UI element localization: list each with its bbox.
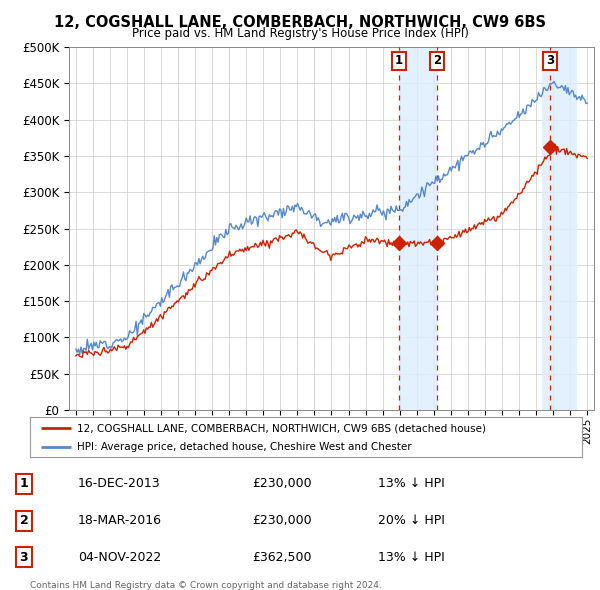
Text: 3: 3 <box>20 551 28 564</box>
Text: 16-DEC-2013: 16-DEC-2013 <box>78 477 161 490</box>
Text: 2: 2 <box>433 54 442 67</box>
Bar <box>399 47 437 410</box>
Text: 1: 1 <box>20 477 28 490</box>
Text: Price paid vs. HM Land Registry's House Price Index (HPI): Price paid vs. HM Land Registry's House … <box>131 27 469 40</box>
Text: Contains HM Land Registry data © Crown copyright and database right 2024.
This d: Contains HM Land Registry data © Crown c… <box>30 581 382 590</box>
Text: £230,000: £230,000 <box>252 477 311 490</box>
Text: 20% ↓ HPI: 20% ↓ HPI <box>378 514 445 527</box>
Text: £362,500: £362,500 <box>252 551 311 564</box>
Text: 2: 2 <box>20 514 28 527</box>
Text: 3: 3 <box>547 54 554 67</box>
Text: 18-MAR-2016: 18-MAR-2016 <box>78 514 162 527</box>
Text: £230,000: £230,000 <box>252 514 311 527</box>
Text: 12, COGSHALL LANE, COMBERBACH, NORTHWICH, CW9 6BS (detached house): 12, COGSHALL LANE, COMBERBACH, NORTHWICH… <box>77 424 486 434</box>
Text: HPI: Average price, detached house, Cheshire West and Chester: HPI: Average price, detached house, Ches… <box>77 442 412 452</box>
Bar <box>542 47 576 410</box>
Text: 13% ↓ HPI: 13% ↓ HPI <box>378 551 445 564</box>
Text: 1: 1 <box>395 54 403 67</box>
Text: 04-NOV-2022: 04-NOV-2022 <box>78 551 161 564</box>
Text: 12, COGSHALL LANE, COMBERBACH, NORTHWICH, CW9 6BS: 12, COGSHALL LANE, COMBERBACH, NORTHWICH… <box>54 15 546 30</box>
Text: 13% ↓ HPI: 13% ↓ HPI <box>378 477 445 490</box>
